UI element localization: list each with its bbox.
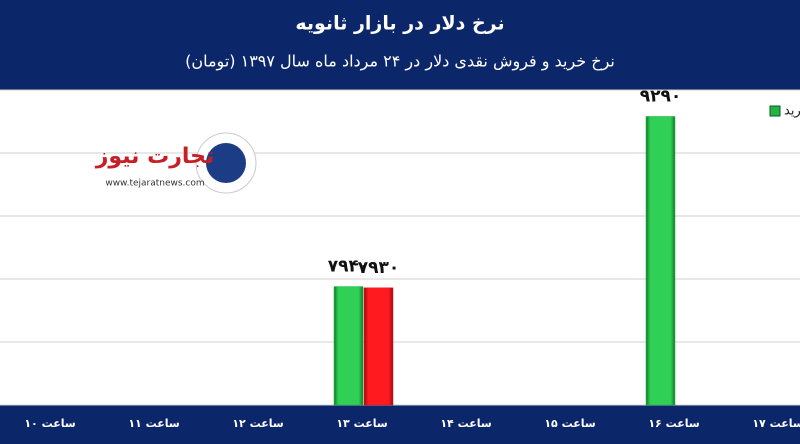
x-tick-label: ساعت ۱۲ <box>232 417 283 430</box>
x-tick-label: ساعت ۱۷ <box>752 417 800 430</box>
bar <box>645 116 676 406</box>
legend-swatch <box>769 105 781 117</box>
x-tick-label: ساعت ۱۶ <box>648 417 699 430</box>
logo-name: تجارت نیوز <box>95 144 215 169</box>
x-tick-label: ساعت ۱۳ <box>336 417 387 430</box>
logo-url: www.tejaratnews.com <box>105 179 204 189</box>
logo-mark <box>206 143 246 183</box>
data-label: ۷۹۴۰ <box>328 257 370 277</box>
chart-title: نرخ دلار در بازار ثانویه <box>295 13 504 35</box>
x-tick-label: ساعت ۱۴ <box>440 417 491 430</box>
x-axis-band <box>0 405 800 444</box>
header <box>0 0 800 90</box>
data-label: ۷۹۳۰ <box>358 258 400 278</box>
bar <box>363 287 394 406</box>
data-label: ۹۲۹۰ <box>640 86 682 106</box>
x-tick-label: ساعت ۱۰ <box>24 417 75 430</box>
chart-subtitle: نرخ خرید و فروش نقدی دلار در ۲۴ مرداد ما… <box>185 52 615 72</box>
legend-label: خرید <box>784 104 800 119</box>
x-tick-label: ساعت ۱۱ <box>128 417 179 430</box>
x-tick-label: ساعت ۱۵ <box>544 417 595 430</box>
bar <box>333 286 364 406</box>
watermark: تجارت نیوز www.tejaratnews.com <box>95 132 257 194</box>
